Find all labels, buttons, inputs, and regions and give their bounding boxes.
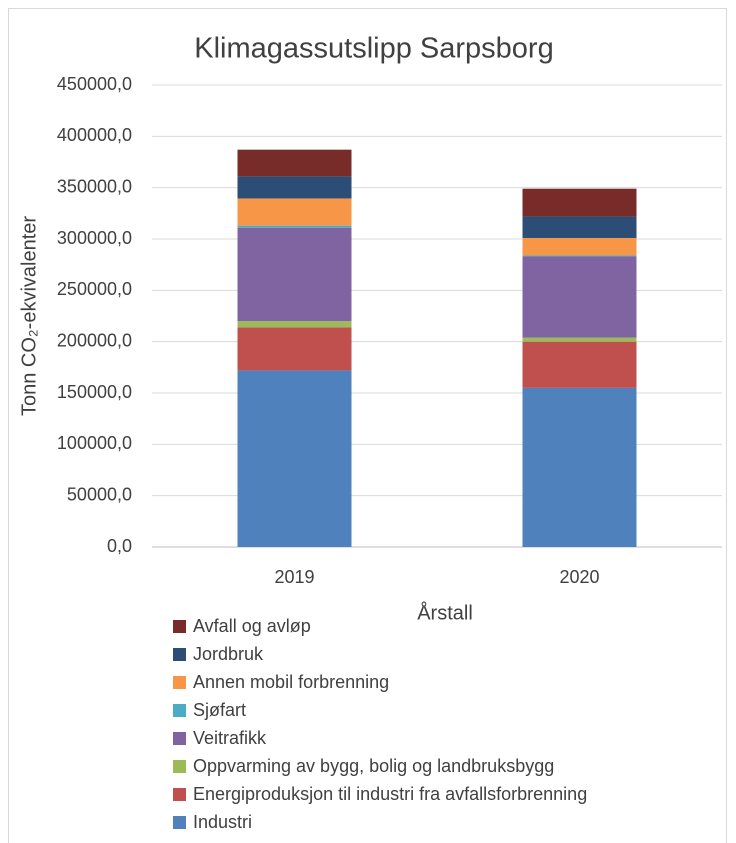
bar-segment [237,327,352,371]
legend-label: Annen mobil forbrenning [193,672,389,692]
bar-segment [522,387,637,547]
x-tick-label: 2020 [559,567,599,587]
bar-segment [237,176,352,199]
bar-segment [522,216,637,238]
x-tick-label: 2019 [274,567,314,587]
bar-segment [522,341,637,388]
legend-label: Jordbruk [193,644,264,664]
legend-swatch [173,704,186,717]
x-axis-title: Årstall [417,601,473,624]
y-tick-label: 400000,0 [57,125,132,145]
bar-segment [522,256,637,338]
legend-label: Avfall og avløp [193,616,311,636]
bar-segment [522,255,637,257]
chart-border [8,8,727,843]
legend-swatch [173,648,186,661]
chart-title: Klimagassutslipp Sarpsborg [194,33,553,65]
y-tick-label: 350000,0 [57,176,132,196]
bar-segment [522,188,637,217]
y-tick-label: 150000,0 [57,382,132,402]
legend-label: Veitrafikk [193,728,267,748]
legend-swatch [173,760,186,773]
y-tick-label: 50000,0 [67,484,132,504]
bar-segment [522,337,637,342]
legend-label: Sjøfart [193,700,246,720]
bar-segment [237,321,352,328]
bar-segment [237,149,352,177]
y-tick-label: 0,0 [107,536,132,556]
y-axis-title: Tonn CO₂-ekvivalenter [18,216,40,416]
legend-label: Energiproduksjon til industri fra avfall… [193,784,587,804]
legend-swatch [173,620,186,633]
legend-label: Oppvarming av bygg, bolig og landbruksby… [193,756,554,776]
y-tick-label: 450000,0 [57,74,132,94]
bar-segment [237,198,352,226]
y-tick-label: 250000,0 [57,279,132,299]
legend-swatch [173,676,186,689]
legend-label: Industri [193,812,252,832]
bar-segment [237,370,352,547]
legend-swatch [173,816,186,829]
legend-swatch [173,788,186,801]
y-tick-label: 300000,0 [57,228,132,248]
bar-segment [237,225,352,228]
y-tick-label: 200000,0 [57,330,132,350]
bar-segment [237,227,352,322]
legend-swatch [173,732,186,745]
y-tick-label: 100000,0 [57,433,132,453]
bar-segment [522,237,637,256]
